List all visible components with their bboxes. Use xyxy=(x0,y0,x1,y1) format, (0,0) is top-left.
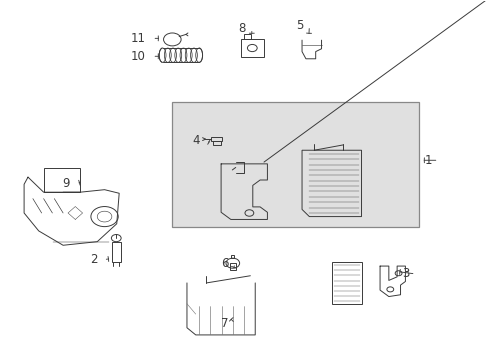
Text: 4: 4 xyxy=(192,134,199,147)
Text: 11: 11 xyxy=(131,32,146,45)
Bar xyxy=(211,137,222,141)
Text: 6: 6 xyxy=(221,257,228,270)
Bar xyxy=(43,168,80,192)
Bar xyxy=(212,141,220,145)
Bar xyxy=(112,242,121,262)
Text: 1: 1 xyxy=(424,154,431,167)
Text: 10: 10 xyxy=(131,50,146,63)
Text: 3: 3 xyxy=(401,267,408,280)
Text: 8: 8 xyxy=(238,22,245,35)
Bar xyxy=(229,263,235,270)
Bar xyxy=(240,39,264,57)
Text: 7: 7 xyxy=(221,317,228,330)
Text: 5: 5 xyxy=(295,19,303,32)
Bar xyxy=(231,255,234,258)
Bar xyxy=(243,35,250,39)
Text: 2: 2 xyxy=(90,253,97,266)
Bar xyxy=(331,262,361,304)
Text: 9: 9 xyxy=(62,177,70,190)
Bar xyxy=(172,102,418,227)
